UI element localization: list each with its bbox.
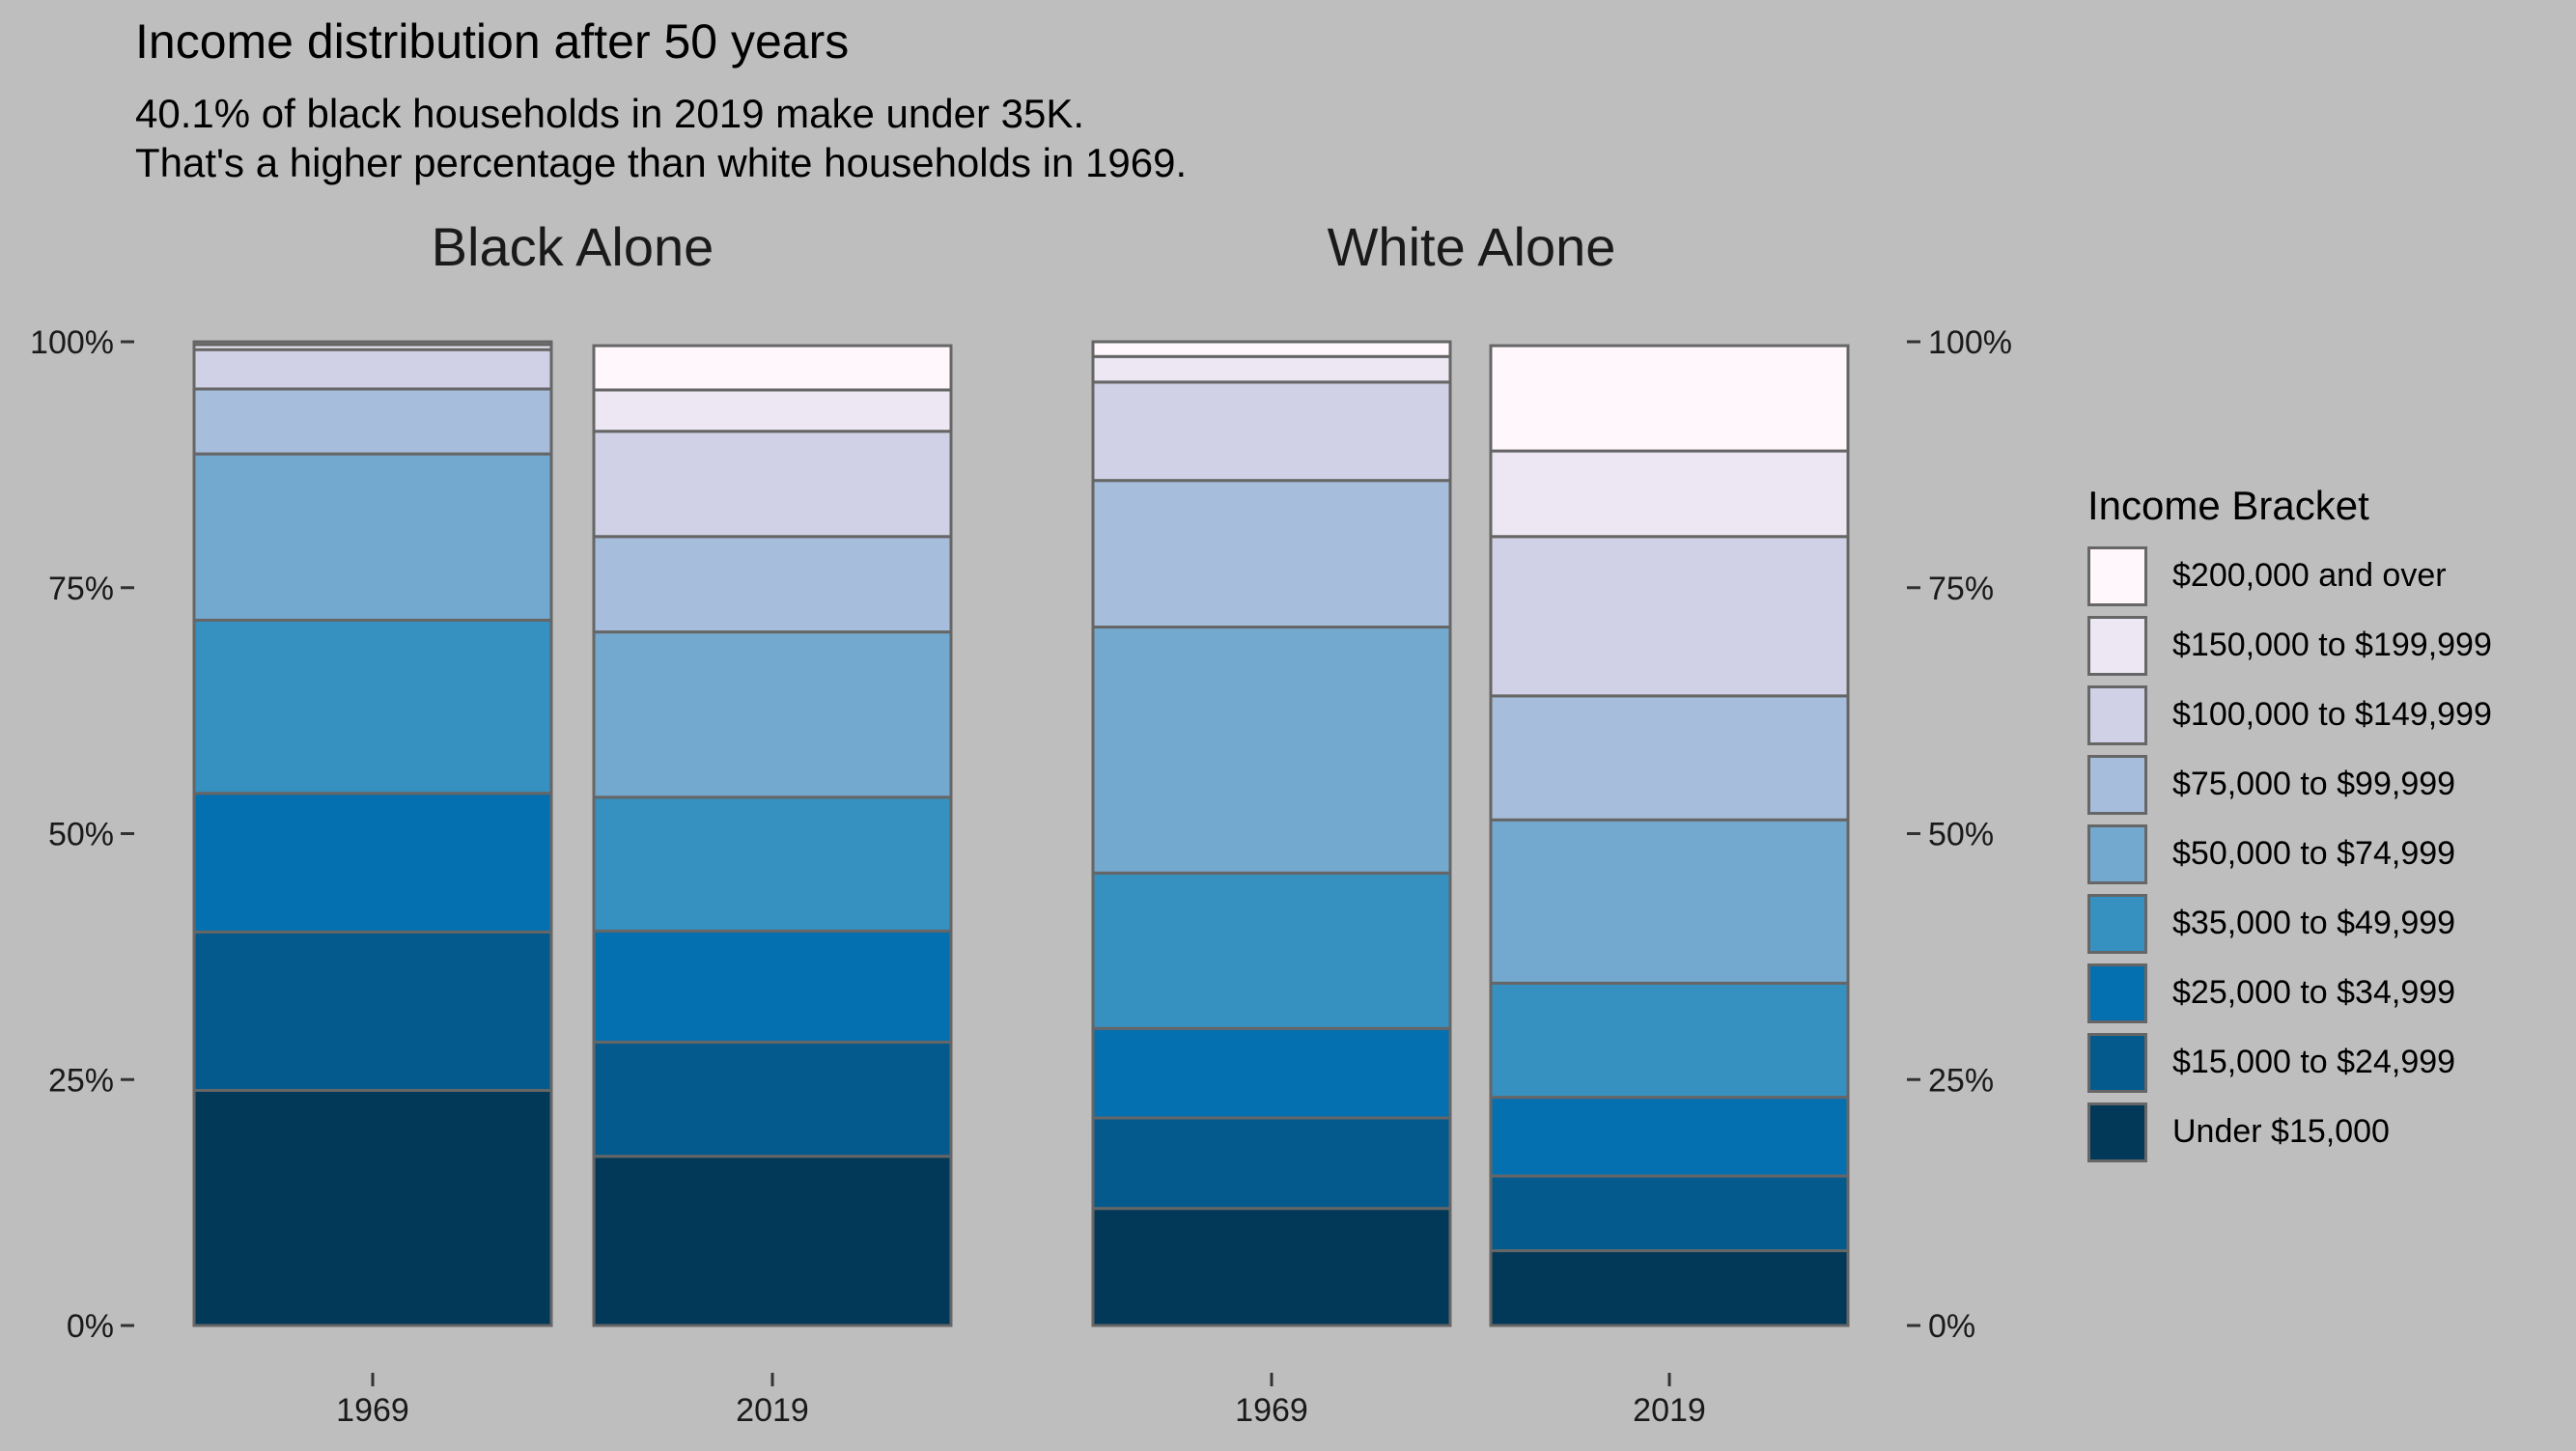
bar-segment — [1489, 1249, 1850, 1327]
bar-segment — [592, 929, 953, 1045]
bar-segment — [1091, 1207, 1452, 1327]
legend-label: $50,000 to $74,999 — [2172, 835, 2456, 872]
y-tick-label-left: 100% — [30, 324, 114, 361]
legend-swatch — [2087, 1032, 2147, 1093]
y-tick-label-left: 25% — [48, 1062, 114, 1099]
legend-swatch — [2087, 1102, 2147, 1162]
legend-item: Under $15,000 — [2087, 1101, 2492, 1163]
legend-item: $200,000 and over — [2087, 544, 2492, 607]
bar-segment — [592, 1155, 953, 1327]
legend-label: $200,000 and over — [2172, 557, 2447, 594]
legend-label: $35,000 to $49,999 — [2172, 905, 2456, 941]
chart-subtitle: 40.1% of black households in 2019 make u… — [135, 89, 1187, 187]
legend-item: $150,000 to $199,999 — [2087, 614, 2492, 677]
bar-segment — [1091, 380, 1452, 483]
bar-segment — [192, 618, 553, 795]
legend-label: $25,000 to $34,999 — [2172, 974, 2456, 1011]
legend-item: $35,000 to $49,999 — [2087, 892, 2492, 955]
bar-segment — [1091, 340, 1452, 358]
bar-segment — [192, 348, 553, 391]
bar-segment — [592, 430, 953, 539]
bar-segment — [1091, 1116, 1452, 1211]
legend-label: $15,000 to $24,999 — [2172, 1044, 2456, 1080]
bar-segment — [192, 340, 553, 347]
bar-segment — [592, 535, 953, 634]
y-tick-label-right: 100% — [1928, 324, 2012, 361]
bar-segment — [192, 930, 553, 1092]
legend-swatch — [2087, 545, 2147, 606]
bar-segment — [1489, 535, 1850, 698]
legend-item: $25,000 to $34,999 — [2087, 962, 2492, 1024]
legend-item: $100,000 to $149,999 — [2087, 684, 2492, 746]
bar-segment — [192, 387, 553, 456]
legend-label: Under $15,000 — [2172, 1113, 2390, 1150]
legend-swatch — [2087, 893, 2147, 954]
y-tick-label-right: 25% — [1928, 1062, 1994, 1099]
y-tick-label-right: 0% — [1928, 1308, 1975, 1345]
legend-title: Income Bracket — [2087, 483, 2369, 528]
chart-title: Income distribution after 50 years — [135, 14, 850, 69]
legend: Income Bracket $200,000 and over $150,000… — [2087, 483, 2492, 1163]
legend-item: $15,000 to $24,999 — [2087, 1031, 2492, 1094]
bar-segment — [1489, 694, 1850, 822]
bar-segment — [1091, 871, 1452, 1030]
legend-item: $50,000 to $74,999 — [2087, 823, 2492, 885]
x-tick-label: 2019 — [736, 1392, 809, 1429]
bar-segment — [192, 452, 553, 622]
bar-segment — [1091, 354, 1452, 384]
legend-swatch — [2087, 754, 2147, 815]
legend-label: $75,000 to $99,999 — [2172, 766, 2456, 802]
bar-segment — [192, 1088, 553, 1327]
x-tick-label: 1969 — [336, 1392, 409, 1429]
y-tick-label-left: 0% — [67, 1308, 114, 1345]
bar-segment — [592, 795, 953, 933]
bar-segment — [1489, 1174, 1850, 1253]
legend-swatch — [2087, 963, 2147, 1023]
y-tick-label-left: 50% — [48, 817, 114, 853]
subtitle-line-2: That's a higher percentage than white ho… — [135, 140, 1188, 185]
bar-segment — [1091, 626, 1452, 875]
legend-swatch — [2087, 684, 2147, 745]
bar-segment — [1091, 479, 1452, 629]
bar-segment — [1489, 344, 1850, 453]
legend-item: $75,000 to $99,999 — [2087, 753, 2492, 816]
legend-label: $150,000 to $199,999 — [2172, 627, 2492, 663]
bar-segment — [1489, 449, 1850, 539]
bar-segment — [1489, 1096, 1850, 1178]
bar-segment — [192, 792, 553, 934]
bar-segment — [592, 630, 953, 799]
x-tick-label: 2019 — [1633, 1392, 1706, 1429]
y-tick-label-right: 75% — [1928, 571, 1994, 607]
y-tick-label-right: 50% — [1928, 817, 1994, 853]
bar-segment — [592, 344, 953, 392]
legend-items: $200,000 and over $150,000 to $199,999 $10… — [2087, 544, 2492, 1163]
y-tick-label-left: 75% — [48, 571, 114, 607]
subtitle-line-1: 40.1% of black households in 2019 make u… — [135, 91, 1085, 136]
bar-segment — [1489, 981, 1850, 1100]
panel-title: White Alone — [1328, 216, 1616, 277]
legend-label: $100,000 to $149,999 — [2172, 696, 2492, 733]
legend-swatch — [2087, 615, 2147, 676]
bar-segment — [592, 1041, 953, 1158]
panel-title: Black Alone — [432, 216, 714, 277]
legend-swatch — [2087, 823, 2147, 884]
bar-segment — [1091, 1026, 1452, 1120]
bar-segment — [592, 388, 953, 433]
x-tick-label: 1969 — [1235, 1392, 1308, 1429]
bar-segment — [1489, 818, 1850, 985]
